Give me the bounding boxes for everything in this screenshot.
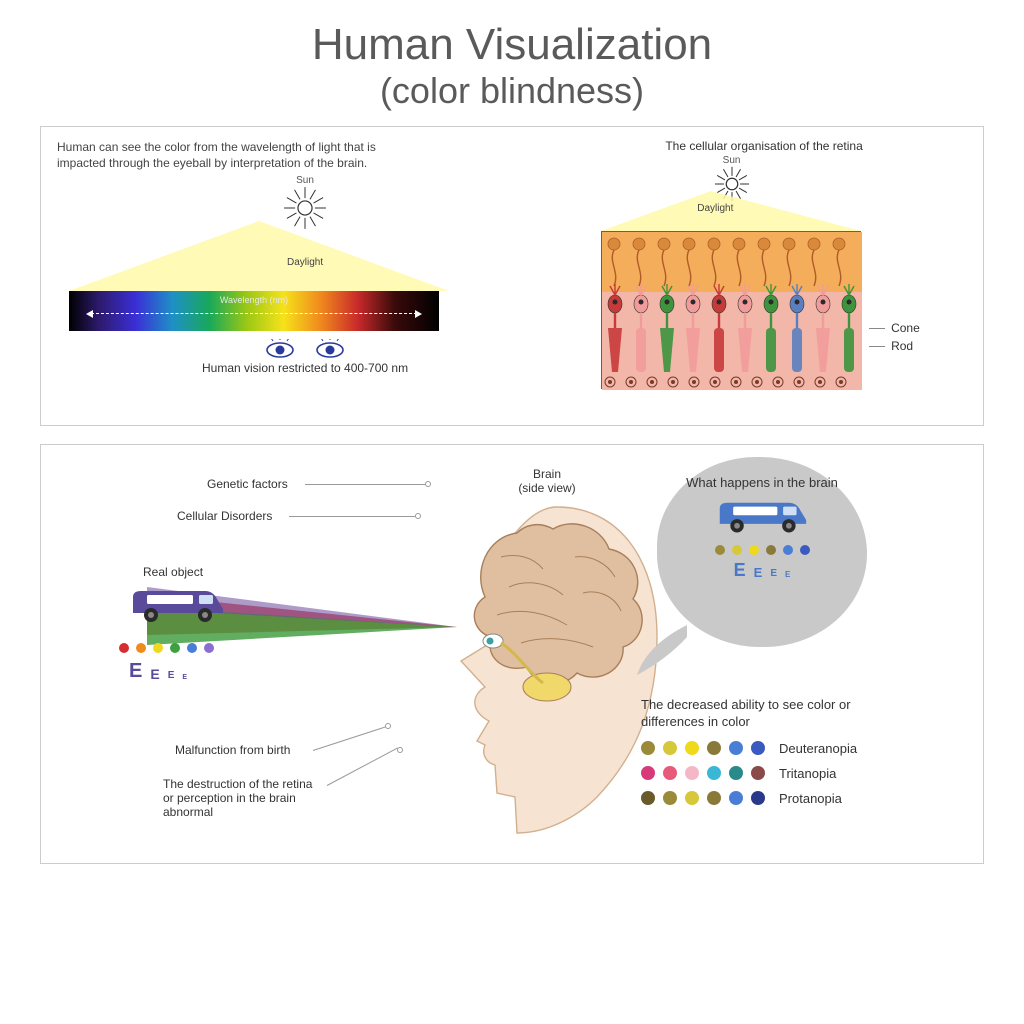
color-dot bbox=[685, 791, 699, 805]
color-dot bbox=[715, 545, 725, 555]
color-dot bbox=[729, 791, 743, 805]
subtitle: (color blindness) bbox=[40, 70, 984, 112]
vision-caption: Human vision restricted to 400-700 nm bbox=[57, 361, 553, 375]
real-e-row: EEEE bbox=[129, 661, 187, 681]
legend-name: Protanopia bbox=[779, 791, 842, 806]
color-dot bbox=[204, 643, 214, 653]
e-letter: E bbox=[754, 566, 763, 579]
brain-bubble: What happens in the brain Object EEEE bbox=[657, 457, 867, 647]
color-dot bbox=[729, 766, 743, 780]
panel-brain-perception: Genetic factors Cellular Disorders Malfu… bbox=[40, 444, 984, 864]
color-dot bbox=[153, 643, 163, 653]
legend-row: Deuteranopia bbox=[641, 741, 911, 756]
main-title: Human Visualization bbox=[40, 20, 984, 70]
title-block: Human Visualization (color blindness) bbox=[40, 20, 984, 112]
sun-label: Sun bbox=[714, 155, 750, 166]
color-dot bbox=[729, 741, 743, 755]
label-cellular: Cellular Disorders bbox=[177, 509, 272, 523]
cone-label: Cone bbox=[891, 321, 920, 335]
color-dot bbox=[136, 643, 146, 653]
retina-section: The cellular organisation of the retina … bbox=[561, 139, 967, 411]
color-dot bbox=[751, 791, 765, 805]
bubble-dot-row bbox=[715, 545, 810, 555]
label-destruction: The destruction of the retina or percept… bbox=[163, 777, 323, 819]
color-dot bbox=[187, 643, 197, 653]
color-dot bbox=[641, 791, 655, 805]
panel-vision-spectrum: Human can see the color from the wavelen… bbox=[40, 126, 984, 426]
color-dot bbox=[751, 741, 765, 755]
daylight-label: Daylight bbox=[561, 203, 869, 214]
color-dot bbox=[685, 766, 699, 780]
daylight-cone bbox=[69, 221, 449, 291]
color-dot bbox=[783, 545, 793, 555]
van-icon: Object bbox=[127, 585, 227, 629]
legend-block: The decreased ability to see color or di… bbox=[641, 697, 911, 816]
rod-label: Rod bbox=[891, 339, 913, 353]
bubble-e-row: EEEE bbox=[734, 561, 791, 579]
svg-text:Object: Object bbox=[158, 595, 182, 604]
legend-title: The decreased ability to see color or di… bbox=[641, 697, 911, 731]
e-letter: E bbox=[150, 667, 159, 681]
color-dot bbox=[663, 791, 677, 805]
e-letter: E bbox=[182, 674, 187, 681]
retina-labels: Cone Rod bbox=[869, 317, 920, 357]
color-dot bbox=[663, 766, 677, 780]
color-dot bbox=[707, 791, 721, 805]
label-birth: Malfunction from birth bbox=[175, 743, 290, 757]
daylight-label: Daylight bbox=[57, 257, 553, 268]
color-dot bbox=[119, 643, 129, 653]
legend-name: Tritanopia bbox=[779, 766, 836, 781]
color-dot bbox=[766, 545, 776, 555]
color-dot bbox=[685, 741, 699, 755]
bubble-title: What happens in the brain bbox=[686, 475, 838, 491]
real-dot-row bbox=[119, 643, 214, 653]
spectrum-label: Wavelength (nm) bbox=[69, 295, 439, 305]
van-icon: Object bbox=[714, 497, 810, 537]
color-dot bbox=[751, 766, 765, 780]
legend-row: Tritanopia bbox=[641, 766, 911, 781]
legend-name: Deuteranopia bbox=[779, 741, 857, 756]
color-dot bbox=[707, 741, 721, 755]
color-dot bbox=[749, 545, 759, 555]
real-object-label: Real object bbox=[143, 565, 203, 579]
label-genetic: Genetic factors bbox=[207, 477, 288, 491]
eye-icon bbox=[315, 339, 345, 359]
color-dot bbox=[732, 545, 742, 555]
eye-icon bbox=[265, 339, 295, 359]
e-letter: E bbox=[168, 671, 175, 681]
retina-illustration bbox=[602, 232, 862, 390]
legend-row: Protanopia bbox=[641, 791, 911, 806]
color-dot bbox=[663, 741, 677, 755]
sun-label: Sun bbox=[283, 175, 327, 186]
e-letter: E bbox=[129, 661, 142, 681]
e-letter: E bbox=[785, 571, 790, 579]
color-dot bbox=[641, 766, 655, 780]
retina-box bbox=[601, 231, 861, 389]
retina-caption: The cellular organisation of the retina bbox=[561, 139, 967, 153]
spectrum-arrow bbox=[91, 313, 417, 314]
eyes-row bbox=[57, 339, 553, 359]
spectrum-section: Human can see the color from the wavelen… bbox=[57, 139, 553, 411]
color-dot bbox=[707, 766, 721, 780]
svg-text:Object: Object bbox=[744, 507, 767, 516]
spectrum-bar: Wavelength (nm) bbox=[69, 291, 439, 331]
bubble-tail bbox=[637, 625, 697, 675]
intro-text: Human can see the color from the wavelen… bbox=[57, 139, 417, 171]
e-letter: E bbox=[734, 561, 746, 579]
color-dot bbox=[800, 545, 810, 555]
color-dot bbox=[170, 643, 180, 653]
brain-caption: Brain (side view) bbox=[507, 467, 587, 495]
color-dot bbox=[641, 741, 655, 755]
e-letter: E bbox=[770, 569, 777, 579]
